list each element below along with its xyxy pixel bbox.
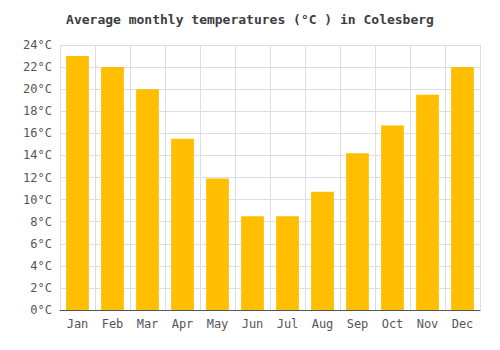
svg-text:18°C: 18°C bbox=[23, 104, 52, 118]
svg-text:Apr: Apr bbox=[172, 317, 194, 331]
svg-text:Feb: Feb bbox=[102, 317, 124, 331]
svg-text:Sep: Sep bbox=[347, 317, 369, 331]
svg-text:Average monthly temperatures (: Average monthly temperatures (°C ) in Co… bbox=[66, 12, 434, 27]
svg-text:Jul: Jul bbox=[277, 317, 299, 331]
svg-text:10°C: 10°C bbox=[23, 193, 52, 207]
svg-text:20°C: 20°C bbox=[23, 82, 52, 96]
svg-text:Jan: Jan bbox=[67, 317, 89, 331]
svg-text:14°C: 14°C bbox=[23, 148, 52, 162]
svg-text:Jun: Jun bbox=[242, 317, 264, 331]
svg-text:22°C: 22°C bbox=[23, 60, 52, 74]
svg-text:Nov: Nov bbox=[417, 317, 439, 331]
svg-text:May: May bbox=[207, 317, 229, 331]
svg-text:24°C: 24°C bbox=[23, 38, 52, 52]
svg-text:Oct: Oct bbox=[382, 317, 404, 331]
svg-text:2°C: 2°C bbox=[30, 281, 52, 295]
svg-text:8°C: 8°C bbox=[30, 215, 52, 229]
svg-text:0°C: 0°C bbox=[30, 303, 52, 317]
svg-text:Mar: Mar bbox=[137, 317, 159, 331]
svg-text:Dec: Dec bbox=[452, 317, 474, 331]
svg-text:12°C: 12°C bbox=[23, 171, 52, 185]
svg-text:Aug: Aug bbox=[312, 317, 334, 331]
svg-text:4°C: 4°C bbox=[30, 259, 52, 273]
svg-text:16°C: 16°C bbox=[23, 126, 52, 140]
svg-text:6°C: 6°C bbox=[30, 237, 52, 251]
